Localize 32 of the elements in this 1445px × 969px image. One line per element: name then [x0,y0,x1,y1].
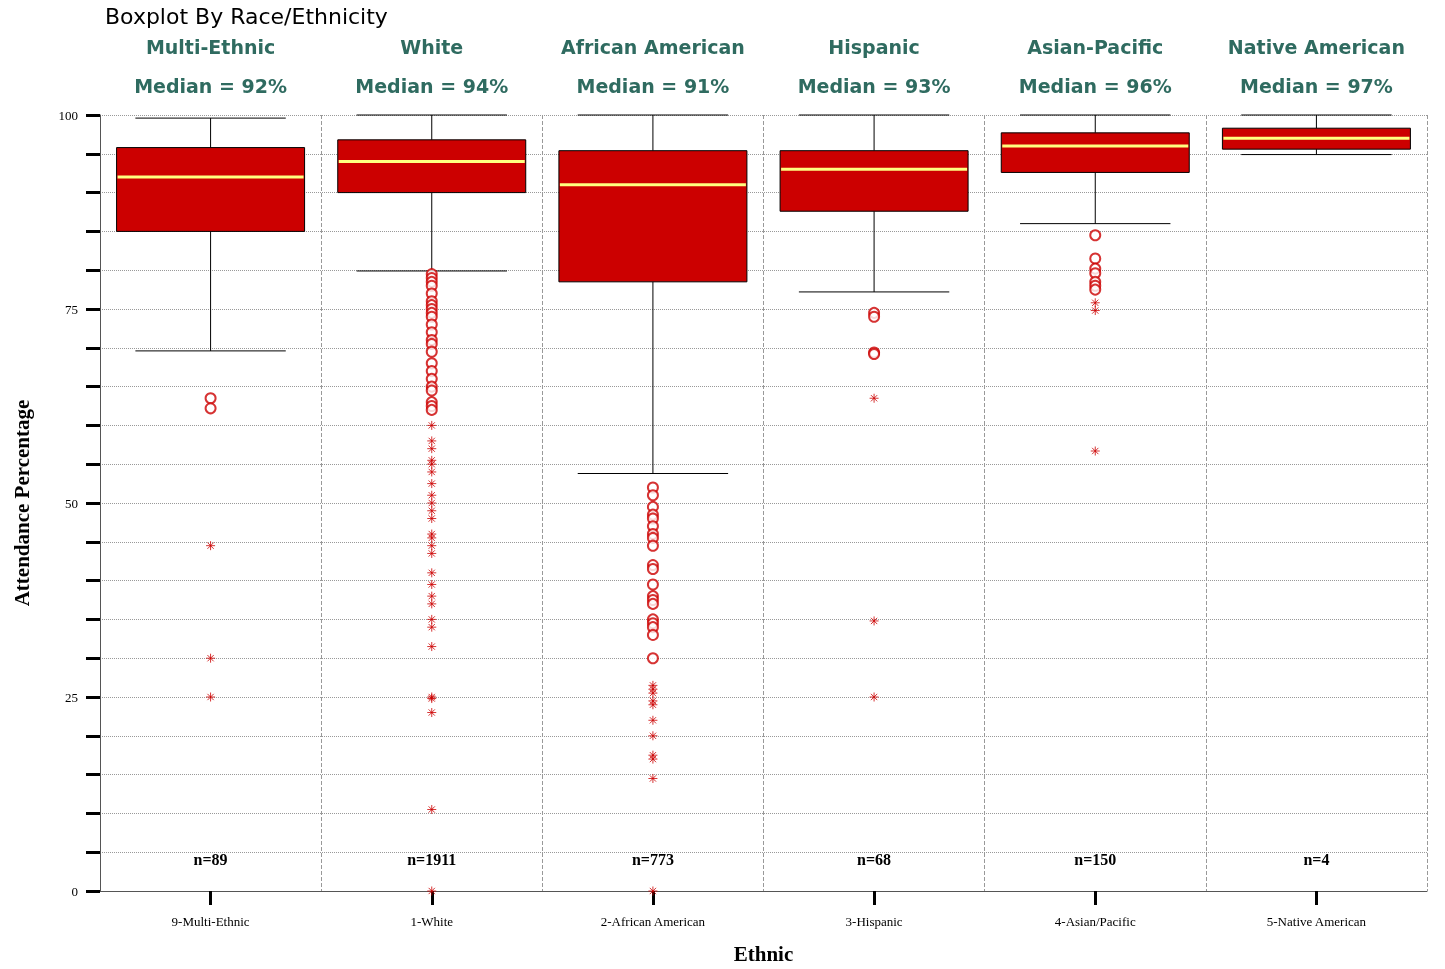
text: Median = 93% [797,75,951,97]
y-tick-label: 100 [58,107,78,123]
x-tick-label: 5-Native American [1266,914,1367,929]
text: Median = 96% [1018,75,1172,97]
text: White [400,36,464,58]
annotation: n=150 [1074,850,1117,868]
annotation: n=68 [857,850,892,868]
text: Hispanic [828,36,920,58]
x-tick-label: 4-Asian/Pacific [1054,914,1136,929]
x-axis-title: Ethnic [733,941,794,966]
annotation: n=1911 [407,850,457,868]
y-tick-label: 50 [65,495,78,511]
x-tick-label: 2-African American [600,914,706,929]
x-tick-label: 3-Hispanic [845,914,903,929]
x-tick-label: 9-Multi-Ethnic [171,914,250,929]
annotation: n=773 [631,850,674,868]
annotation: n=4 [1303,850,1330,868]
text: Median = 94% [355,75,509,97]
text: Native American [1227,36,1405,58]
text: Multi-Ethnic [145,36,276,58]
y-tick-label: 75 [65,301,78,317]
y-axis-title: Attendance Percentage [9,399,34,607]
y-tick-label: 0 [71,883,78,899]
text: Median = 91% [576,75,730,97]
y-tick-label: 25 [65,689,78,705]
x-tick-label: 1-White [410,914,454,929]
text: Median = 97% [1239,75,1393,97]
text: African American [560,36,745,58]
text: Asian-Pacific [1027,36,1164,58]
chart-title: Boxplot By Race/Ethnicity [105,3,388,29]
annotation: n=89 [193,850,228,868]
text: Median = 92% [134,75,288,97]
